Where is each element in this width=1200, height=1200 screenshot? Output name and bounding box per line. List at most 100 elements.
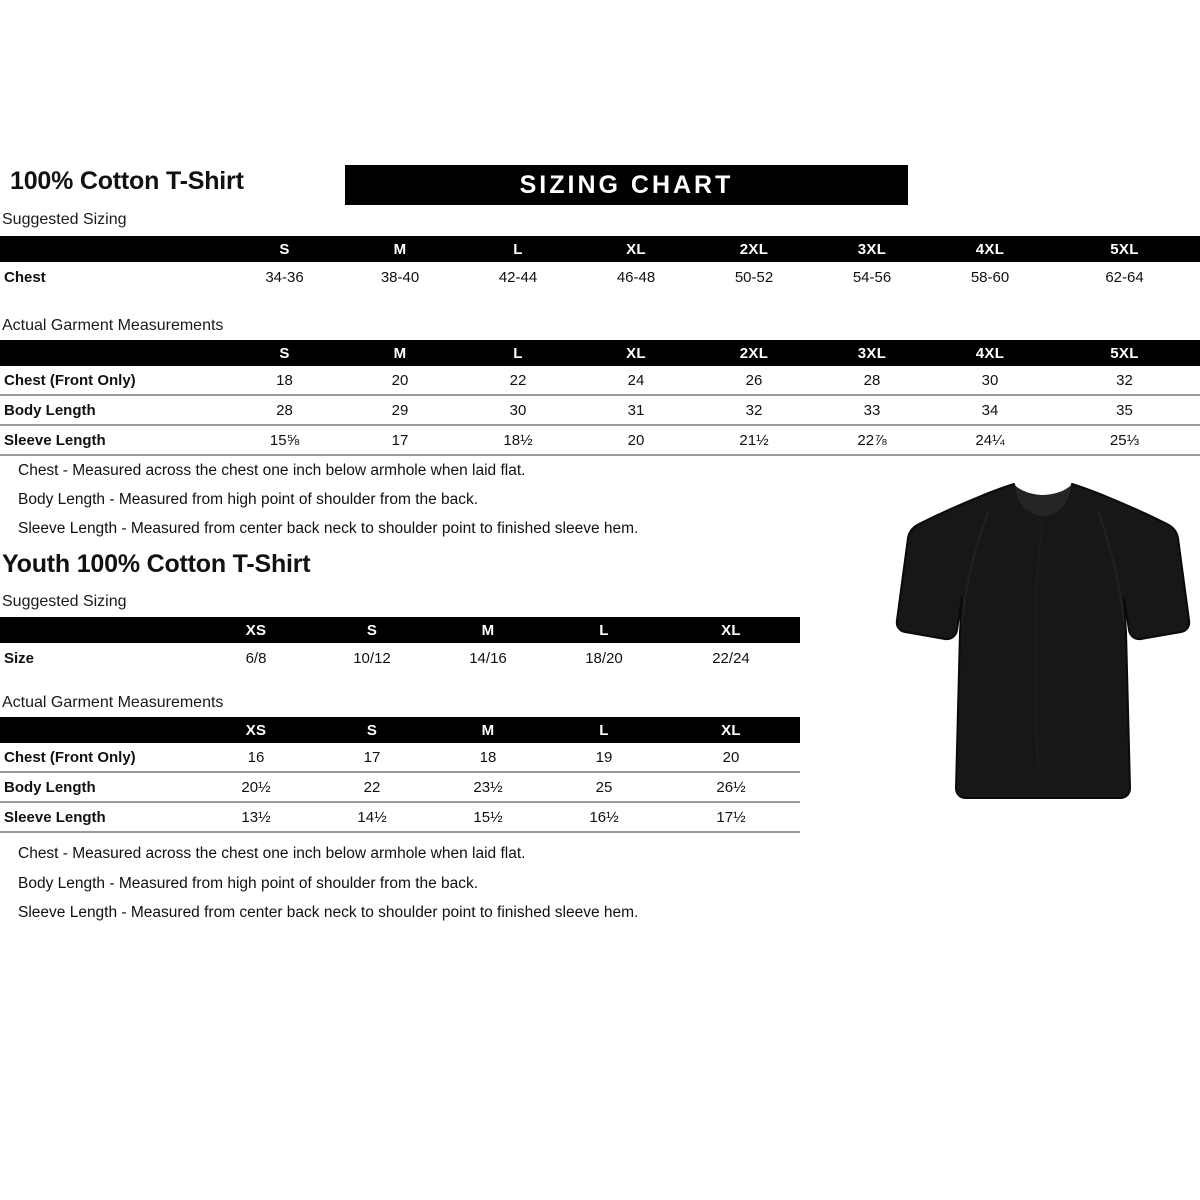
table-cell: 32 xyxy=(695,394,813,425)
table-cell: 16 xyxy=(247,748,265,766)
table-header-row: XS S M L XL xyxy=(0,717,800,743)
table-cell: 20 xyxy=(577,424,695,456)
table-cell: 15½ xyxy=(430,801,546,833)
adult-garment-measurements-table: S M L XL 2XL 3XL 4XL 5XL Chest (Front Only) 18 20… xyxy=(0,340,1200,456)
column-header-xs: XS xyxy=(198,717,314,743)
row-label: Sleeve Length xyxy=(0,424,228,456)
youth-suggested-sizing-table: XS S M L XL Size 6/8 10/12 14/16 18/20 22/24 xyxy=(0,617,800,673)
table-header-row: XS S M L XL xyxy=(0,617,800,643)
youth-note-sleeve-length: Sleeve Length - Measured from center bac… xyxy=(18,904,639,921)
adult-note-chest: Chest - Measured across the chest one in… xyxy=(18,462,526,479)
table-cell: 26 xyxy=(745,371,763,389)
column-header-l: L xyxy=(459,340,577,366)
table-body: Chest (Front Only) 18 20 22 24 26 28 30 32 Body L… xyxy=(0,366,1200,456)
table-cell: 22/24 xyxy=(712,649,750,667)
table-cell: 50-52 xyxy=(734,268,774,286)
column-header-m: M xyxy=(341,236,459,262)
sizing-chart-banner-label: SIZING CHART xyxy=(519,171,734,199)
sizing-chart-banner: SIZING CHART xyxy=(345,165,908,205)
column-header-l: L xyxy=(546,717,662,743)
column-header-row-label xyxy=(0,617,198,643)
row-label: Chest (Front Only) xyxy=(4,371,136,389)
table-cell: 13½ xyxy=(198,801,314,833)
adult-suggested-caption: Suggested Sizing xyxy=(2,211,127,228)
table-row: Sleeve Length 13½ 14½ 15½ 16½ 17½ xyxy=(0,801,800,833)
column-header-2xl: 2XL xyxy=(695,236,813,262)
column-header-m: M xyxy=(341,340,459,366)
adult-garment-caption: Actual Garment Measurements xyxy=(2,317,224,334)
column-header-s: S xyxy=(228,340,341,366)
table-cell: 17½ xyxy=(662,801,800,833)
row-label: Size xyxy=(4,649,35,667)
column-header-s: S xyxy=(314,617,430,643)
table-cell: 17 xyxy=(341,424,459,456)
adult-suggested-sizing-table: S M L XL 2XL 3XL 4XL 5XL Chest 34-36 38-40 42-44 46… xyxy=(0,236,1200,292)
adult-section-title: 100% Cotton T-Shirt xyxy=(10,167,244,195)
table-cell: 62-64 xyxy=(1105,268,1144,286)
table-cell: 25 xyxy=(546,771,662,802)
table-cell: 20 xyxy=(391,371,409,389)
table-row: Chest 34-36 38-40 42-44 46-48 50-52 54-56 58-60… xyxy=(0,262,1200,292)
table-cell: 20 xyxy=(722,748,740,766)
table-header: S M L XL 2XL 3XL 4XL 5XL xyxy=(0,340,1200,366)
table-header: S M L XL 2XL 3XL 4XL 5XL xyxy=(0,236,1200,262)
table-header: XS S M L XL xyxy=(0,717,800,743)
table-cell: 28 xyxy=(863,371,881,389)
table-cell: 31 xyxy=(577,394,695,425)
table-cell: 21½ xyxy=(695,424,813,456)
column-header-row-label xyxy=(0,236,228,262)
column-header-xl: XL xyxy=(577,340,695,366)
column-header-row-label xyxy=(0,340,228,366)
table-body: Chest 34-36 38-40 42-44 46-48 50-52 54-56 58-60… xyxy=(0,262,1200,292)
column-header-xl: XL xyxy=(662,617,800,643)
column-header-l: L xyxy=(546,617,662,643)
table-cell: 29 xyxy=(341,394,459,425)
table-cell: 54-56 xyxy=(852,268,892,286)
table-body: Size 6/8 10/12 14/16 18/20 22/24 xyxy=(0,643,800,673)
table-cell: 22 xyxy=(314,771,430,802)
table-cell: 38-40 xyxy=(380,268,420,286)
table-cell: 10/12 xyxy=(353,649,391,667)
table-cell: 23½ xyxy=(430,771,546,802)
table-row: Chest (Front Only) 16 17 18 19 20 xyxy=(0,743,800,772)
youth-suggested-caption: Suggested Sizing xyxy=(2,593,127,610)
youth-note-chest: Chest - Measured across the chest one in… xyxy=(18,845,526,862)
table-cell: 18/20 xyxy=(585,649,623,667)
table-cell: 24¼ xyxy=(931,424,1049,456)
table-cell: 32 xyxy=(1116,371,1133,389)
table-row: Sleeve Length 15⅝ 17 18½ 20 21½ 22⅞ 24¼ 25⅓ xyxy=(0,424,1200,456)
table-cell: 16½ xyxy=(546,801,662,833)
row-label: Body Length xyxy=(0,394,228,425)
table-header: XS S M L XL xyxy=(0,617,800,643)
table-cell: 24 xyxy=(627,371,645,389)
column-header-l: L xyxy=(459,236,577,262)
table-cell: 18 xyxy=(479,748,497,766)
table-cell: 14/16 xyxy=(469,649,507,667)
table-cell: 18½ xyxy=(459,424,577,456)
table-cell: 28 xyxy=(228,394,341,425)
table-cell: 19 xyxy=(595,748,613,766)
table-cell: 33 xyxy=(813,394,931,425)
table-row: Chest (Front Only) 18 20 22 24 26 28 30 32 xyxy=(0,366,1200,395)
table-cell: 30 xyxy=(981,371,999,389)
row-label: Sleeve Length xyxy=(0,801,198,833)
column-header-s: S xyxy=(228,236,341,262)
column-header-4xl: 4XL xyxy=(931,340,1049,366)
table-cell: 35 xyxy=(1049,394,1200,425)
tshirt-icon xyxy=(895,483,1191,799)
table-row: Body Length 28 29 30 31 32 33 34 35 xyxy=(0,394,1200,425)
adult-header-row: 100% Cotton T-Shirt SIZING CHART xyxy=(8,165,1192,209)
table-cell: 18 xyxy=(276,371,293,389)
column-header-5xl: 5XL xyxy=(1049,236,1200,262)
youth-garment-measurements-table: XS S M L XL Chest (Front Only) 16 17 18 19 20 Body… xyxy=(0,717,800,833)
column-header-4xl: 4XL xyxy=(931,236,1049,262)
youth-note-body-length: Body Length - Measured from high point o… xyxy=(18,875,479,892)
table-cell: 46-48 xyxy=(616,268,656,286)
table-cell: 15⅝ xyxy=(228,424,341,456)
table-row: Size 6/8 10/12 14/16 18/20 22/24 xyxy=(0,643,800,673)
table-cell: 25⅓ xyxy=(1049,424,1200,456)
row-label: Body Length xyxy=(0,771,198,802)
column-header-s: S xyxy=(314,717,430,743)
table-cell: 30 xyxy=(459,394,577,425)
